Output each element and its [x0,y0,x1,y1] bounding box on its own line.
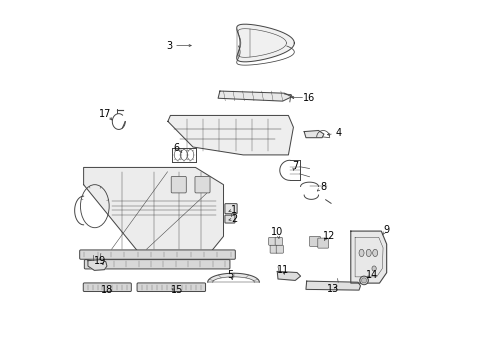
Text: 3: 3 [167,41,173,50]
FancyBboxPatch shape [83,283,131,292]
Text: 6: 6 [174,143,180,153]
Polygon shape [218,91,292,101]
Text: 16: 16 [303,93,316,103]
Text: 2: 2 [231,215,237,224]
FancyBboxPatch shape [310,236,320,246]
Text: 7: 7 [292,161,298,171]
Polygon shape [306,281,361,290]
Text: 17: 17 [99,109,111,119]
FancyBboxPatch shape [80,250,235,259]
Text: 19: 19 [94,256,106,266]
Polygon shape [208,273,259,282]
FancyBboxPatch shape [195,176,210,193]
Text: 8: 8 [321,182,327,192]
FancyBboxPatch shape [270,245,277,253]
FancyBboxPatch shape [269,237,276,245]
Polygon shape [237,24,294,62]
Text: 14: 14 [366,270,378,280]
Text: 12: 12 [323,231,336,240]
Text: 9: 9 [384,225,390,235]
Polygon shape [304,131,324,138]
Circle shape [360,276,368,285]
Text: 13: 13 [327,284,339,294]
Text: 15: 15 [171,285,183,296]
FancyBboxPatch shape [137,283,205,292]
Polygon shape [84,167,223,253]
FancyBboxPatch shape [84,260,230,269]
Ellipse shape [373,249,378,257]
Polygon shape [351,231,387,283]
Text: 5: 5 [227,270,234,280]
FancyBboxPatch shape [171,176,186,193]
Text: 11: 11 [276,265,289,275]
FancyBboxPatch shape [275,237,282,245]
FancyBboxPatch shape [276,245,283,253]
Ellipse shape [372,266,376,271]
Ellipse shape [366,249,371,257]
Ellipse shape [359,249,364,257]
Text: 1: 1 [231,206,237,216]
Polygon shape [88,260,107,270]
FancyBboxPatch shape [225,204,237,214]
Polygon shape [168,116,294,155]
Text: 18: 18 [101,285,113,296]
Circle shape [362,278,367,283]
Polygon shape [277,271,300,280]
FancyBboxPatch shape [225,215,235,223]
Text: 4: 4 [335,129,342,138]
Text: 10: 10 [271,227,283,237]
FancyBboxPatch shape [318,238,329,248]
